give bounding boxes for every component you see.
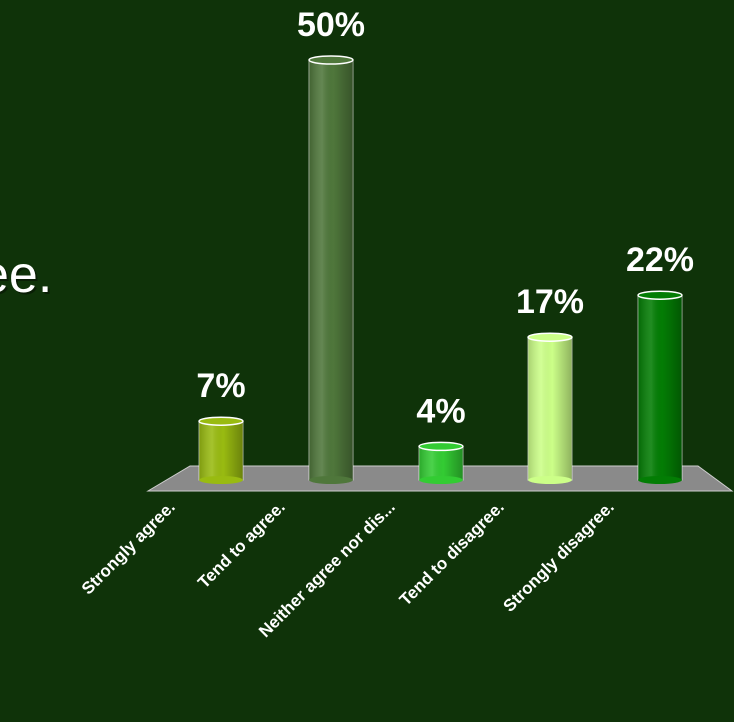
bar (637, 290, 683, 484)
bars-group (198, 55, 683, 484)
category-label: Strongly agree. (78, 497, 179, 598)
value-label: 7% (196, 367, 245, 405)
bar (198, 416, 244, 484)
value-labels-group: 7% 50% 4% 17% 22% (196, 6, 694, 430)
bar (527, 332, 573, 484)
category-labels-group: Strongly agree. Tend to agree.Neither agr… (78, 497, 618, 641)
value-label: 17% (516, 283, 584, 321)
category-label: Tend to disagree. (396, 497, 508, 609)
slide-title-fragment: ee. (0, 246, 53, 304)
category-label: Strongly disagree. (500, 497, 618, 615)
category-label: Tend to agree. (194, 497, 289, 592)
bar (308, 55, 354, 484)
bar (418, 441, 464, 484)
value-label: 4% (416, 392, 465, 430)
value-label: 22% (626, 241, 694, 279)
value-label: 50% (297, 6, 365, 44)
